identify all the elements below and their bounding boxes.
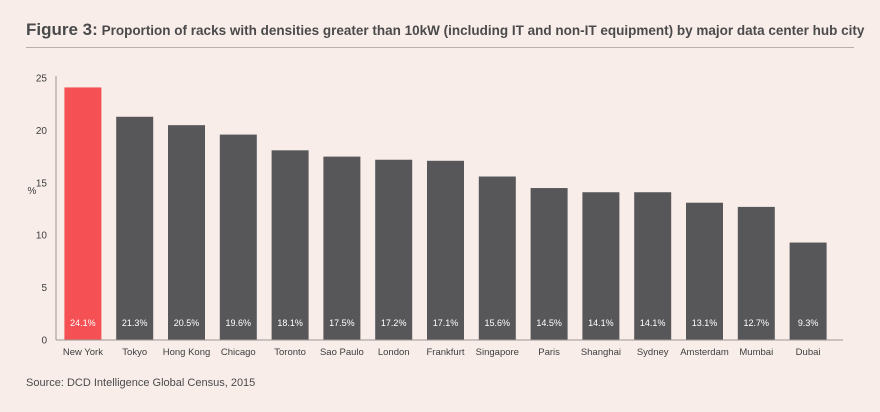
- title-divider: [26, 47, 854, 48]
- bar: [582, 192, 620, 340]
- y-axis: 0 5 10 15 20 25%: [28, 74, 57, 347]
- x-tick-label: Hong Kong: [163, 347, 211, 358]
- bar: [737, 206, 775, 340]
- bar: [64, 87, 102, 340]
- x-tick-label: Toronto: [274, 347, 306, 358]
- bar-value-label: 14.1%: [588, 318, 614, 328]
- bars-group: 24.1% 21.3% 20.5% 19.6% 18.1% 17.5% 17.2% 17.1%…: [64, 87, 827, 340]
- x-tick-label: Singapore: [476, 347, 519, 358]
- bar-value-label: 14.1%: [640, 318, 666, 328]
- bar: [323, 156, 361, 340]
- bar-value-label: 17.2%: [381, 318, 407, 328]
- bar-value-label: 18.1%: [277, 318, 303, 328]
- bar-value-label: 24.1%: [70, 318, 96, 328]
- bar: [271, 150, 309, 340]
- y-axis-label: %: [28, 186, 37, 197]
- x-tick-label: New York: [63, 347, 103, 358]
- bar: [478, 176, 516, 340]
- bar: [219, 134, 257, 340]
- bar: [375, 159, 413, 340]
- y-tick-label: 0: [41, 336, 47, 347]
- x-tick-label: Dubai: [796, 347, 821, 358]
- bar-value-label: 19.6%: [226, 318, 252, 328]
- bar: [789, 242, 827, 340]
- x-tick-label: Sao Paulo: [320, 347, 364, 358]
- bar-value-label: 20.5%: [174, 318, 200, 328]
- bar-value-label: 12.7%: [744, 318, 770, 328]
- bar-value-label: 15.6%: [485, 318, 511, 328]
- y-tick-label: 15: [36, 178, 48, 189]
- x-tick-label: Tokyo: [122, 347, 147, 358]
- bar-value-label: 21.3%: [122, 318, 148, 328]
- x-tick-label: Frankfurt: [426, 347, 464, 358]
- bar-value-label: 9.3%: [798, 318, 819, 328]
- bar-value-label: 14.5%: [536, 318, 562, 328]
- x-axis: New York Tokyo Hong Kong Chicago Toronto Sao …: [56, 339, 843, 358]
- y-tick-label: 25: [36, 74, 48, 85]
- x-tick-label: Mumbai: [739, 347, 773, 358]
- y-tick-label: 5: [41, 283, 47, 294]
- x-tick-label: Paris: [538, 347, 560, 358]
- figure-label: Figure 3:: [26, 20, 98, 39]
- x-tick-label: Sydney: [637, 347, 669, 358]
- figure-caption: Proportion of racks with densities great…: [101, 23, 865, 38]
- x-tick-label: Chicago: [221, 347, 256, 358]
- bar-value-label: 13.1%: [692, 318, 718, 328]
- bar-value-label: 17.5%: [329, 318, 355, 328]
- bar-value-label: 17.1%: [433, 318, 459, 328]
- bar: [530, 188, 568, 340]
- x-tick-label: Amsterdam: [680, 347, 729, 358]
- bar: [686, 202, 723, 340]
- bar: [116, 116, 154, 340]
- x-tick-label: London: [378, 347, 410, 358]
- bar: [634, 192, 672, 340]
- x-tick-label: Shanghai: [581, 347, 621, 358]
- chart-title: Figure 3: Proportion of racks with densi…: [26, 20, 864, 40]
- bar: [427, 160, 464, 340]
- y-tick-label: 10: [36, 231, 48, 242]
- y-tick-label: 20: [36, 126, 48, 137]
- source-note: Source: DCD Intelligence Global Census, …: [26, 377, 256, 389]
- bar: [168, 125, 205, 340]
